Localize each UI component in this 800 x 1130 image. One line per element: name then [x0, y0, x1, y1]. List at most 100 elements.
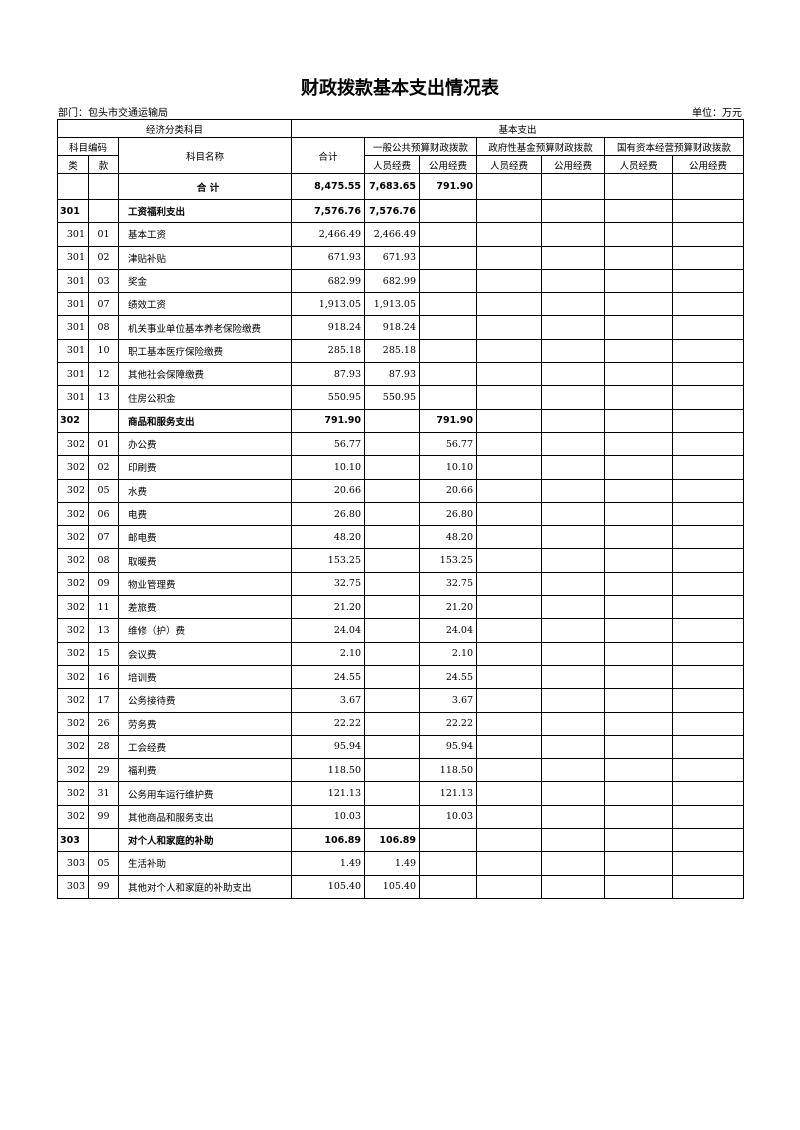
table-cell: 合 计 [117, 173, 293, 200]
table-cell [604, 501, 674, 527]
table-cell: 32.75 [291, 571, 366, 597]
table-cell [541, 758, 606, 783]
table-cell: 791.90 [419, 408, 478, 433]
table-cell: 87.93 [291, 362, 366, 387]
table-cell [476, 198, 543, 224]
table-cell [672, 758, 745, 783]
table-cell [604, 641, 674, 666]
table-cell: 住房公积金 [117, 385, 293, 410]
table-cell: 取暖费 [117, 548, 293, 573]
table-cell: 3.67 [291, 688, 366, 713]
header-cell: 款 [88, 155, 119, 174]
header-cell: 人员经费 [364, 155, 421, 174]
table-cell: 1,913.05 [364, 292, 421, 317]
table-cell [476, 828, 543, 853]
table-cell [419, 362, 478, 387]
table-cell [604, 222, 674, 247]
table-cell [541, 338, 606, 364]
table-cell: 会议费 [117, 641, 293, 666]
table-cell: 302 [57, 734, 89, 760]
table-cell: 办公费 [117, 431, 293, 457]
table-cell [476, 595, 543, 620]
table-cell: 10.03 [419, 804, 478, 830]
table-cell [604, 478, 674, 503]
table-cell [604, 525, 674, 550]
table-cell: 302 [57, 804, 89, 830]
table-cell: 电费 [117, 501, 293, 527]
table-cell [672, 245, 745, 270]
table-cell: 24.55 [419, 664, 478, 690]
table-cell [541, 173, 606, 200]
table-cell [476, 758, 543, 783]
table-cell [672, 385, 745, 410]
table-cell: 153.25 [419, 548, 478, 573]
table-cell: 10.10 [419, 455, 478, 480]
table-cell [541, 641, 606, 666]
table-cell: 302 [57, 711, 89, 736]
table-cell [88, 408, 119, 433]
table-cell [604, 292, 674, 317]
table-cell [364, 804, 421, 830]
expenditure-table: 经济分类科目 基本支出 科目编码 科目名称 合计 一般公共预算财政拨款 政府性基金预算财政… [56, 119, 745, 899]
table-cell [419, 315, 478, 340]
table-cell: 13 [88, 385, 119, 410]
table-cell [541, 245, 606, 270]
table-cell [476, 781, 543, 806]
table-cell [672, 734, 745, 760]
table-cell: 邮电费 [117, 525, 293, 550]
table-cell: 05 [88, 478, 119, 503]
table-cell: 301 [57, 292, 89, 317]
table-cell: 791.90 [419, 173, 478, 200]
table-cell: 绩效工资 [117, 292, 293, 317]
table-cell: 302 [57, 501, 89, 527]
header-cell: 公用经费 [672, 155, 745, 174]
table-cell: 301 [57, 315, 89, 340]
title: 财政拨款基本支出情况表 [301, 78, 499, 99]
table-cell [604, 198, 674, 224]
table-cell [604, 618, 674, 643]
table-cell: 09 [88, 571, 119, 597]
table-cell [419, 268, 478, 294]
table-cell: 302 [57, 525, 89, 550]
table-cell [541, 525, 606, 550]
table-cell [604, 758, 674, 783]
table-cell: 13 [88, 618, 119, 643]
table-cell: 302 [57, 408, 89, 433]
table-cell: 7,576.76 [364, 198, 421, 224]
table-cell [604, 828, 674, 853]
table-cell: 维修（护）费 [117, 618, 293, 643]
table-cell [476, 431, 543, 457]
table-cell [541, 874, 606, 899]
table-cell [604, 385, 674, 410]
table-row: 302 07 邮电费 48.20 48.20 [57, 525, 745, 550]
header-cell: 公用经费 [419, 155, 478, 174]
table-cell [364, 618, 421, 643]
table-cell: 302 [57, 548, 89, 573]
table-cell: 10.03 [291, 804, 366, 830]
table-cell [604, 245, 674, 270]
table-cell: 302 [57, 595, 89, 620]
table-cell: 550.95 [364, 385, 421, 410]
table-cell: 其他商品和服务支出 [117, 804, 293, 830]
table-row: 303 99 其他对个人和家庭的补助支出 105.40 105.40 [57, 874, 745, 899]
table-row: 302 29 福利费 118.50 118.50 [57, 758, 745, 783]
table-cell [419, 385, 478, 410]
table-cell: 95.94 [291, 734, 366, 760]
table-cell: 106.89 [291, 828, 366, 853]
table-cell [604, 595, 674, 620]
table-cell: 印刷费 [117, 455, 293, 480]
table-cell: 303 [57, 828, 89, 853]
table-cell [672, 292, 745, 317]
table-cell: 671.93 [291, 245, 366, 270]
table-cell [541, 408, 606, 433]
table-cell: 106.89 [364, 828, 421, 853]
table-cell [541, 664, 606, 690]
table-cell [476, 664, 543, 690]
table-cell [672, 664, 745, 690]
unit: 单位：万元 [692, 108, 742, 119]
table-cell: 48.20 [419, 525, 478, 550]
table-cell [604, 851, 674, 876]
table-cell [604, 804, 674, 830]
table-cell: 24.55 [291, 664, 366, 690]
table-cell [88, 173, 119, 200]
